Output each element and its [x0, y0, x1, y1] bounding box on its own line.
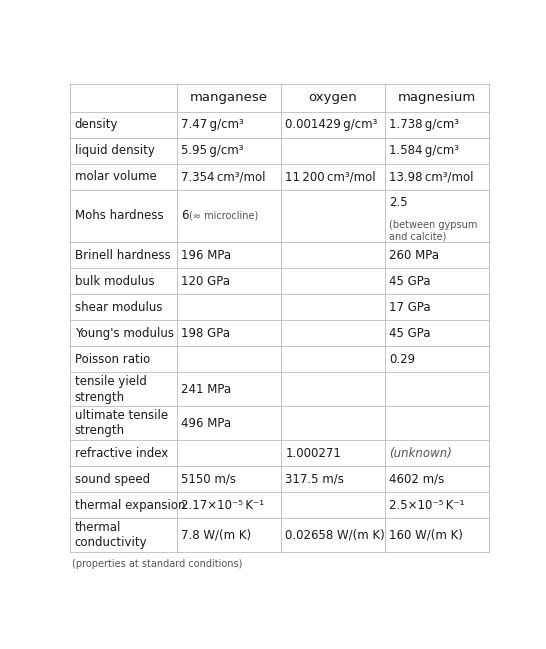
- Text: manganese: manganese: [190, 92, 268, 104]
- Text: 317.5 m/s: 317.5 m/s: [286, 472, 344, 485]
- Text: 2.5: 2.5: [389, 197, 408, 210]
- Text: 260 MPa: 260 MPa: [389, 249, 439, 262]
- Text: 0.001429 g/cm³: 0.001429 g/cm³: [286, 118, 378, 131]
- Text: tensile yield
strength: tensile yield strength: [75, 375, 146, 404]
- Text: 7.47 g/cm³: 7.47 g/cm³: [181, 118, 244, 131]
- Text: thermal expansion: thermal expansion: [75, 499, 185, 512]
- Text: 1.738 g/cm³: 1.738 g/cm³: [389, 118, 459, 131]
- Text: bulk modulus: bulk modulus: [75, 275, 154, 288]
- Text: 196 MPa: 196 MPa: [181, 249, 232, 262]
- Text: 13.98 cm³/mol: 13.98 cm³/mol: [389, 170, 474, 183]
- Text: 241 MPa: 241 MPa: [181, 383, 232, 396]
- Text: 160 W/(m K): 160 W/(m K): [389, 529, 463, 542]
- Text: 7.354 cm³/mol: 7.354 cm³/mol: [181, 170, 266, 183]
- Text: density: density: [75, 118, 118, 131]
- Text: liquid density: liquid density: [75, 144, 155, 157]
- Text: 17 GPa: 17 GPa: [389, 300, 431, 313]
- Text: 2.5×10⁻⁵ K⁻¹: 2.5×10⁻⁵ K⁻¹: [389, 499, 465, 512]
- Text: 496 MPa: 496 MPa: [181, 417, 232, 430]
- Text: 11 200 cm³/mol: 11 200 cm³/mol: [286, 170, 376, 183]
- Text: oxygen: oxygen: [308, 92, 358, 104]
- Text: Young's modulus: Young's modulus: [75, 327, 174, 340]
- Text: 5150 m/s: 5150 m/s: [181, 472, 236, 485]
- Text: 0.29: 0.29: [389, 353, 416, 366]
- Text: (properties at standard conditions): (properties at standard conditions): [73, 559, 243, 569]
- Text: 4602 m/s: 4602 m/s: [389, 472, 444, 485]
- Text: 45 GPa: 45 GPa: [389, 327, 431, 340]
- Text: 2.17×10⁻⁵ K⁻¹: 2.17×10⁻⁵ K⁻¹: [181, 499, 265, 512]
- Text: thermal
conductivity: thermal conductivity: [75, 521, 147, 550]
- Text: sound speed: sound speed: [75, 472, 150, 485]
- Text: magnesium: magnesium: [398, 92, 476, 104]
- Text: 45 GPa: 45 GPa: [389, 275, 431, 288]
- Text: 5.95 g/cm³: 5.95 g/cm³: [181, 144, 244, 157]
- Text: (≈ microcline): (≈ microcline): [189, 211, 258, 221]
- Text: ultimate tensile
strength: ultimate tensile strength: [75, 409, 168, 437]
- Text: (unknown): (unknown): [389, 447, 452, 459]
- Text: 120 GPa: 120 GPa: [181, 275, 230, 288]
- Text: molar volume: molar volume: [75, 170, 156, 183]
- Text: Poisson ratio: Poisson ratio: [75, 353, 150, 366]
- Text: refractive index: refractive index: [75, 447, 168, 459]
- Text: 6: 6: [181, 210, 189, 223]
- Text: (between gypsum
and calcite): (between gypsum and calcite): [389, 219, 478, 242]
- Text: 198 GPa: 198 GPa: [181, 327, 230, 340]
- Text: Brinell hardness: Brinell hardness: [75, 249, 170, 262]
- Text: 0.02658 W/(m K): 0.02658 W/(m K): [286, 529, 385, 542]
- Text: 1.000271: 1.000271: [286, 447, 341, 459]
- Text: 7.8 W/(m K): 7.8 W/(m K): [181, 529, 252, 542]
- Text: shear modulus: shear modulus: [75, 300, 162, 313]
- Text: Mohs hardness: Mohs hardness: [75, 210, 163, 223]
- Text: 1.584 g/cm³: 1.584 g/cm³: [389, 144, 459, 157]
